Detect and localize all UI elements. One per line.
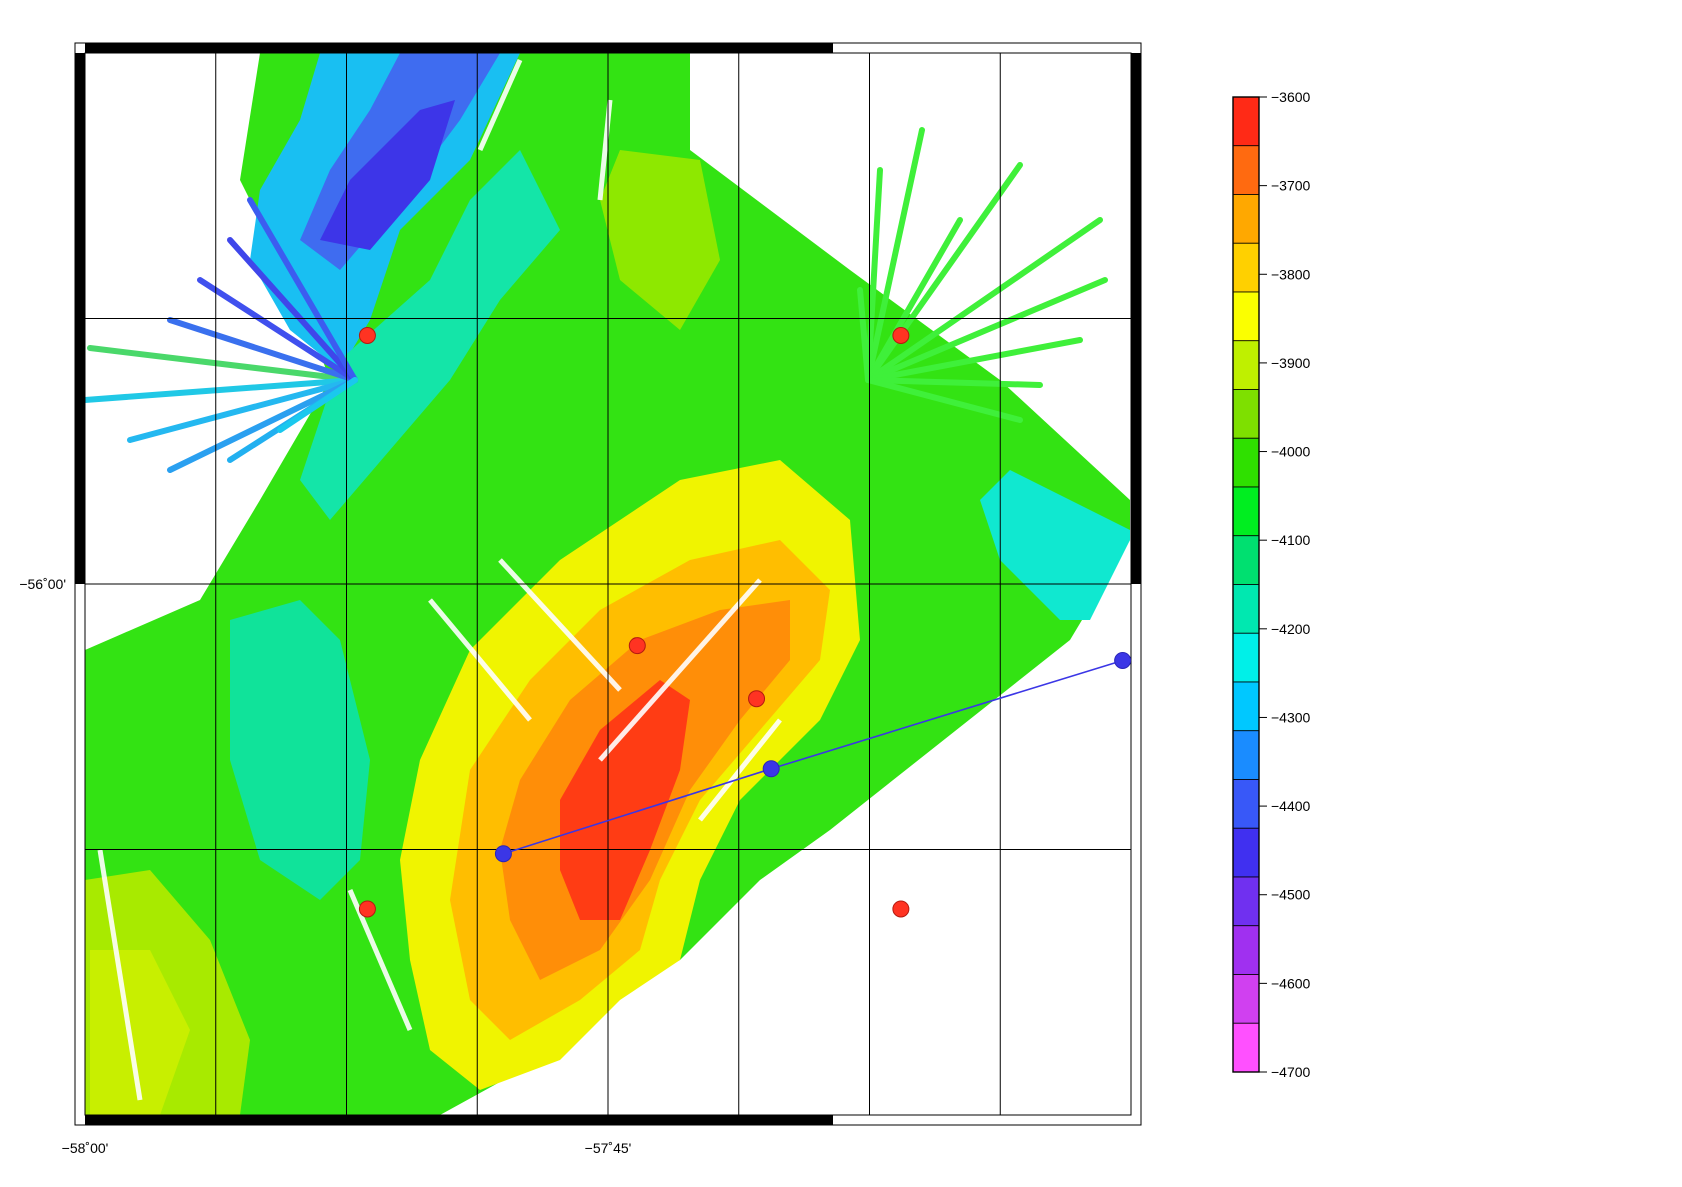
depth-colorbar: −3600 −3700 −3800 −3900 −4000 −4100 −4200 −4300… (1232, 89, 1311, 1080)
colorbar-tick-label: −4400 (1271, 798, 1311, 814)
latitude-label: −56˚00' (19, 576, 66, 592)
station-marker[interactable] (748, 690, 766, 708)
station-marker[interactable] (892, 326, 910, 344)
profile-point-marker[interactable] (1114, 651, 1132, 669)
colorbar-segment (1232, 242, 1260, 293)
longitude-label: −58˚00' (62, 1140, 109, 1156)
colorbar-segment (1232, 974, 1260, 1024)
colorbar-tick-label: −4300 (1271, 709, 1311, 725)
colorbar-segment (1232, 827, 1260, 878)
colorbar-tick-label: −4600 (1271, 975, 1311, 991)
map-overlay (358, 326, 1132, 918)
colorbar-segment (1232, 291, 1260, 342)
colorbar-segment (1232, 632, 1260, 683)
colorbar-tick-label: −4000 (1271, 444, 1311, 460)
colorbar-tick-label: −4700 (1271, 1064, 1311, 1080)
station-marker[interactable] (358, 326, 376, 344)
colorbar-frame (1232, 96, 1260, 1073)
colorbar-tick-label: −3700 (1271, 178, 1311, 194)
colorbar-segment (1232, 535, 1260, 585)
map-frame (74, 42, 1142, 1126)
profile-point-marker[interactable] (762, 760, 780, 778)
colorbar-segment (1232, 925, 1260, 975)
colorbar-segment (1232, 145, 1260, 195)
colorbar-segment (1232, 1022, 1260, 1073)
colorbar-tick-label: −3800 (1271, 266, 1311, 282)
colorbar-segment (1232, 437, 1260, 488)
colorbar-segment (1232, 876, 1260, 927)
colorbar-segment (1232, 681, 1260, 732)
colorbar-tick-label: −3900 (1271, 355, 1311, 371)
colorbar-segment (1232, 96, 1260, 147)
axis-labels: −58˚00' −57˚45' −56˚00' (19, 576, 631, 1156)
track-gaps (97, 58, 782, 1101)
colorbar-segment (1232, 389, 1260, 439)
station-marker[interactable] (892, 900, 910, 918)
colorbar-segment (1232, 730, 1260, 780)
survey-fan-left (85, 197, 358, 473)
graticule (85, 53, 1131, 1115)
colorbar-segment (1232, 584, 1260, 634)
colorbar-tick-label: −4200 (1271, 621, 1311, 637)
colorbar-tick-label: −3600 (1271, 89, 1311, 105)
longitude-label: −57˚45' (585, 1140, 632, 1156)
colorbar-tick-label: −4100 (1271, 532, 1311, 548)
station-marker[interactable] (628, 637, 646, 655)
station-marker[interactable] (358, 900, 376, 918)
colorbar-tick-label: −4500 (1271, 887, 1311, 903)
colorbar-segment (1232, 194, 1260, 244)
profile-point-marker[interactable] (494, 845, 512, 863)
colorbar-segment (1232, 486, 1260, 537)
colorbar-segment (1232, 340, 1260, 390)
colorbar-segment (1232, 779, 1260, 829)
